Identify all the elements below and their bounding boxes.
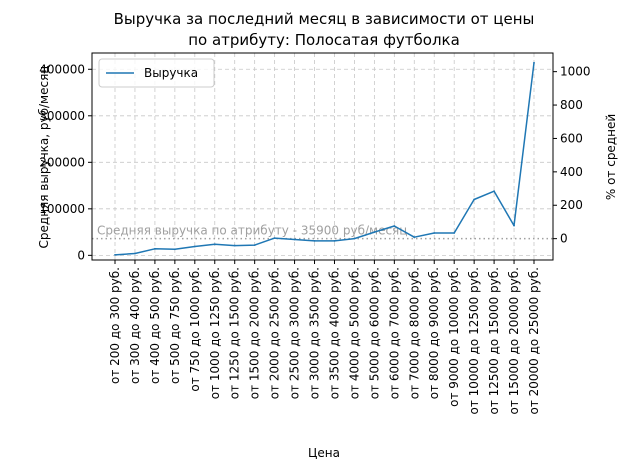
y2-tick-label: 200 [560, 198, 583, 212]
x-tick-label: от 1500 до 2000 руб. [248, 267, 262, 399]
x-tick-label: от 2000 до 2500 руб. [268, 267, 282, 399]
x-axis-ticks: от 200 до 300 руб. от 300 до 400 руб. от 4… [108, 260, 541, 415]
data-point [513, 224, 515, 227]
average-line-group: Средняя выручка по атрибуту - 35900 руб/… [92, 224, 553, 240]
x-tick-label: от 10000 до 12500 руб. [467, 267, 481, 415]
x-tick-label: от 6000 до 7000 руб. [387, 267, 401, 399]
x-tick-label: от 1000 до 1250 руб. [208, 267, 222, 399]
y-axis-label: Средняя выручка, руб/месяц [37, 66, 51, 249]
data-point [373, 231, 376, 233]
data-point [413, 236, 416, 239]
x-tick-label: от 200 до 300 руб. [108, 267, 122, 384]
data-point [333, 240, 336, 242]
series-group [114, 61, 535, 256]
data-point [114, 253, 116, 256]
series-line-revenue [114, 62, 535, 256]
x-tick-label: от 9000 до 10000 руб. [447, 267, 461, 407]
data-point [493, 190, 495, 193]
data-point [193, 245, 196, 248]
x-tick-label: от 4000 до 5000 руб. [347, 267, 361, 399]
chart-title-line-1: Выручка за последний месяц в зависимости… [114, 10, 535, 28]
y-tick-label: 100000 [39, 202, 85, 216]
y2-tick-label: 1000 [560, 65, 591, 79]
y2-axis-label: % от средней [604, 114, 618, 200]
data-point [433, 232, 436, 234]
legend-box [98, 58, 215, 88]
data-point [353, 237, 356, 240]
y2-tick-label: 600 [560, 131, 583, 145]
y2-tick-label: 800 [560, 98, 583, 112]
chart-title-line-2: по атрибуту: Полосатая футболка [188, 31, 460, 49]
y2-axis-ticks: 0 200 400 600 800 1000 [553, 65, 591, 246]
x-tick-label: от 750 до 1000 руб. [188, 267, 202, 392]
y-tick-label: 0 [77, 248, 85, 262]
data-point [173, 248, 176, 251]
average-line-label: Средняя выручка по атрибуту - 35900 руб/… [97, 224, 407, 238]
data-point [453, 232, 456, 234]
x-tick-label: от 400 до 500 руб. [148, 267, 162, 384]
data-point [273, 237, 276, 240]
x-tick-label: от 1250 до 1500 руб. [228, 267, 242, 399]
data-point [253, 244, 256, 247]
legend-label-revenue: Выручка [144, 66, 198, 80]
plot-frame [91, 52, 554, 261]
data-point [154, 247, 156, 250]
y2-tick-label: 0 [560, 232, 568, 246]
x-tick-label: от 15000 до 20000 руб. [507, 267, 521, 415]
x-tick-label: от 20000 до 25000 руб. [527, 267, 541, 415]
x-tick-label: от 300 до 400 руб. [128, 267, 142, 384]
y-tick-label: 300000 [39, 109, 85, 123]
data-point [213, 243, 216, 246]
x-axis-label: Цена [308, 446, 340, 460]
y-tick-label: 400000 [39, 62, 85, 76]
y2-tick-label: 400 [560, 165, 583, 179]
data-point [233, 244, 236, 247]
x-tick-label: от 2500 до 3000 руб. [288, 267, 302, 399]
data-point [393, 225, 396, 227]
x-tick-label: от 7000 до 8000 руб. [407, 267, 421, 399]
x-tick-label: от 3000 до 3500 руб. [308, 267, 322, 399]
data-point [473, 198, 476, 201]
data-point [293, 238, 296, 241]
y-tick-label: 200000 [39, 155, 85, 169]
data-point [533, 61, 535, 64]
y-axis-ticks: 0 100000 200000 300000 400000 [39, 62, 92, 262]
data-point [134, 252, 136, 255]
x-tick-label: от 5000 до 6000 руб. [367, 267, 381, 399]
data-point [313, 240, 316, 242]
legend: Выручка [98, 58, 215, 88]
x-tick-label: от 12500 до 15000 руб. [487, 267, 501, 415]
x-tick-label: от 3500 до 4000 руб. [327, 267, 341, 399]
x-tick-label: от 8000 до 9000 руб. [427, 267, 441, 399]
x-tick-label: от 500 до 750 руб. [168, 267, 182, 384]
